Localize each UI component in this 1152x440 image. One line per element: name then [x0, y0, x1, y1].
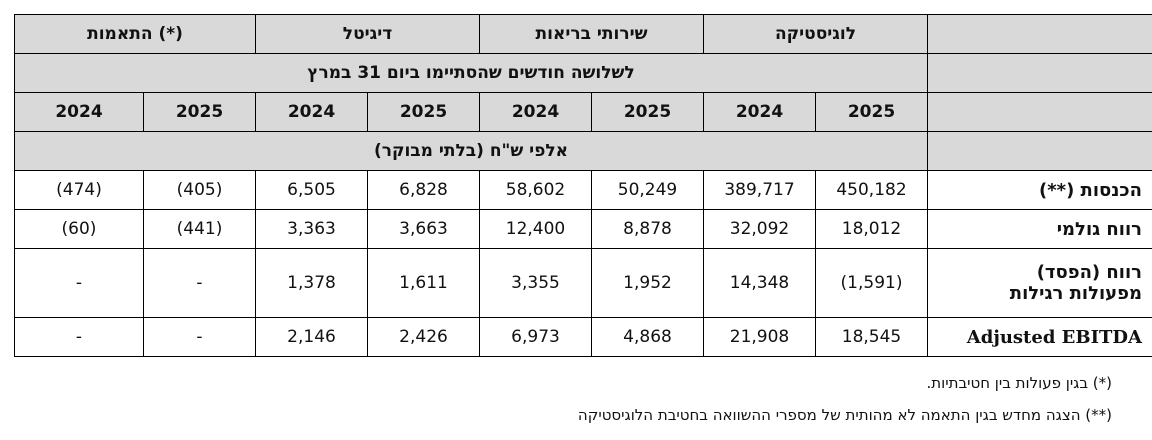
- year-header: 2025: [143, 92, 256, 132]
- table-cell: 1,378: [255, 248, 368, 318]
- table-cell: 4,868: [591, 317, 704, 357]
- table-cell: (441): [143, 209, 256, 249]
- footnote-restatement: (**) הצגה מחדש בגין התאמה לא מהותית של מ…: [577, 406, 1112, 424]
- row-label-line: רווח (הפסד): [1036, 262, 1142, 283]
- table-cell: 389,717: [703, 170, 816, 210]
- unit-row: אלפי ש"ח (בלתי מבוקר): [14, 131, 1152, 171]
- row-label-operating-profit: רווח (הפסד) מפעולות רגילות: [927, 248, 1152, 318]
- year-header: 2024: [255, 92, 368, 132]
- row-label-line: מפעולות רגילות: [1009, 283, 1142, 304]
- table-cell: 2,426: [367, 317, 480, 357]
- table-row-gross-profit: (60) (441) 3,363 3,663 12,400 8,878 32,0…: [14, 209, 1152, 249]
- table-cell: -: [143, 317, 256, 357]
- segment-header-adjustments: התאמות (*): [14, 14, 256, 54]
- footnotes: (*) בגין פעולות בין חטיבתיות. (**) הצגה …: [212, 372, 1112, 426]
- table-cell: 21,908: [703, 317, 816, 357]
- year-header: 2024: [14, 92, 144, 132]
- period-label-cell: [927, 53, 1152, 93]
- table-cell: 3,663: [367, 209, 480, 249]
- table-cell: -: [14, 317, 144, 357]
- table-cell: 1,952: [591, 248, 704, 318]
- table-cell: 2,146: [255, 317, 368, 357]
- table-cell: (405): [143, 170, 256, 210]
- table-cell: (60): [14, 209, 144, 249]
- table-row-adjusted-ebitda: - - 2,146 2,426 6,973 4,868 21,908 18,54…: [14, 317, 1152, 357]
- table-cell: 450,182: [815, 170, 928, 210]
- segment-header-health: שירותי בריאות: [479, 14, 704, 54]
- year-header: 2025: [367, 92, 480, 132]
- row-label-revenue: הכנסות (**): [927, 170, 1152, 210]
- table-cell: 6,973: [479, 317, 592, 357]
- table-cell: (1,591): [815, 248, 928, 318]
- table-row-revenue: (474) (405) 6,505 6,828 58,602 50,249 38…: [14, 170, 1152, 210]
- year-header: 2025: [591, 92, 704, 132]
- year-row: 2024 2025 2024 2025 2024 2025 2024 2025: [14, 92, 1152, 132]
- header-label-cell: [927, 14, 1152, 54]
- table-cell: 32,092: [703, 209, 816, 249]
- segment-header-logistics: לוגיסטיקה: [703, 14, 928, 54]
- period-row: לשלושה חודשים שהסתיימו ביום 31 במרץ: [14, 53, 1152, 93]
- unit-label-cell: [927, 131, 1152, 171]
- table-cell: 12,400: [479, 209, 592, 249]
- segment-results-table: התאמות (*) דיגיטל שירותי בריאות לוגיסטיק…: [14, 14, 1152, 357]
- year-label-cell: [927, 92, 1152, 132]
- segment-header-row: התאמות (*) דיגיטל שירותי בריאות לוגיסטיק…: [14, 14, 1152, 54]
- year-header: 2025: [815, 92, 928, 132]
- footnote-inter-segment: (*) בגין פעולות בין חטיבתיות.: [926, 374, 1112, 392]
- unit-header: אלפי ש"ח (בלתי מבוקר): [14, 131, 928, 171]
- table-cell: 18,545: [815, 317, 928, 357]
- segment-header-digital: דיגיטל: [255, 14, 480, 54]
- table-cell: 58,602: [479, 170, 592, 210]
- table-cell: 3,363: [255, 209, 368, 249]
- table-cell: 18,012: [815, 209, 928, 249]
- table-cell: -: [14, 248, 144, 318]
- table-cell: 14,348: [703, 248, 816, 318]
- table-cell: 8,878: [591, 209, 704, 249]
- row-label-gross-profit: רווח גולמי: [927, 209, 1152, 249]
- row-label-adjusted-ebitda: Adjusted EBITDA: [927, 317, 1152, 357]
- year-header: 2024: [479, 92, 592, 132]
- table-cell: 3,355: [479, 248, 592, 318]
- table-cell: 50,249: [591, 170, 704, 210]
- table-row-operating-profit: - - 1,378 1,611 3,355 1,952 14,348 (1,59…: [14, 248, 1152, 318]
- table-cell: (474): [14, 170, 144, 210]
- table-cell: 1,611: [367, 248, 480, 318]
- table-cell: -: [143, 248, 256, 318]
- year-header: 2024: [703, 92, 816, 132]
- table-cell: 6,828: [367, 170, 480, 210]
- segment-results-table-container: התאמות (*) דיגיטל שירותי בריאות לוגיסטיק…: [14, 14, 1152, 357]
- table-cell: 6,505: [255, 170, 368, 210]
- period-header: לשלושה חודשים שהסתיימו ביום 31 במרץ: [14, 53, 928, 93]
